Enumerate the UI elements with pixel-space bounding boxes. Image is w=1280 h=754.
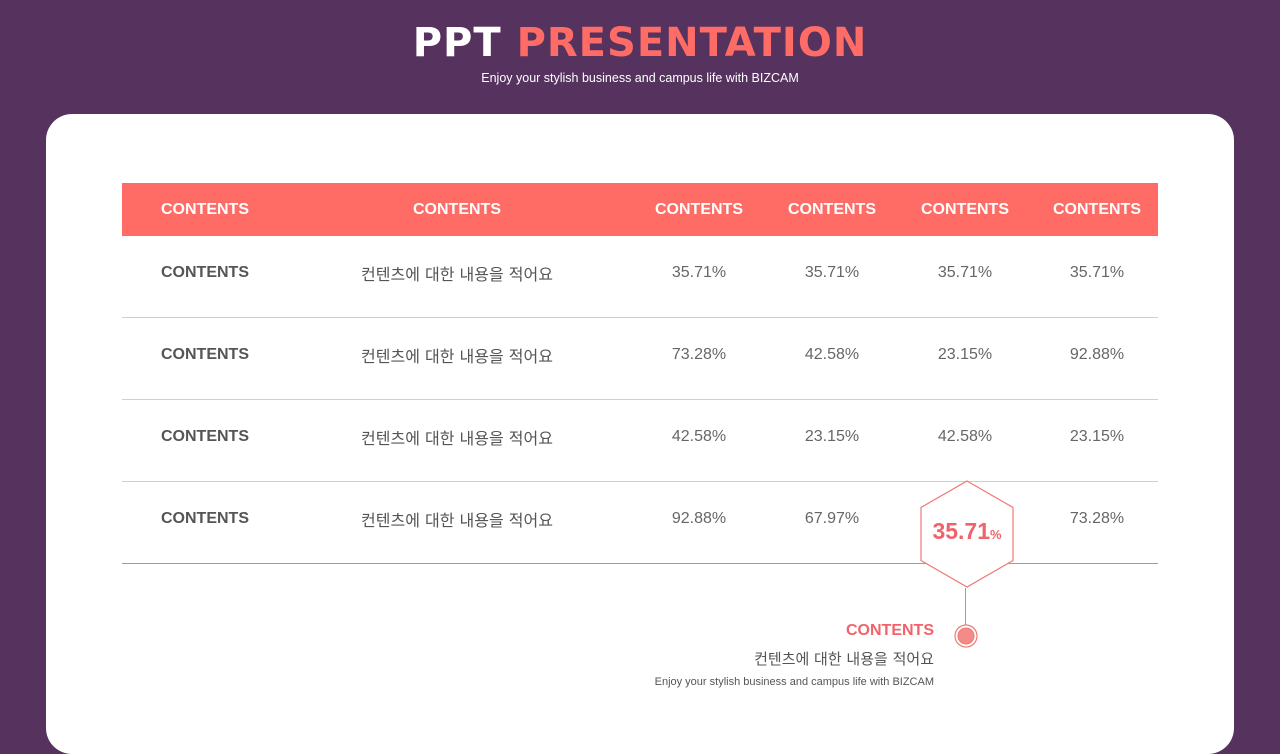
row-label: CONTENTS: [161, 427, 249, 445]
row-value: 42.58%: [671, 427, 727, 445]
row-value: 23.15%: [1069, 427, 1125, 445]
row-value: 42.58%: [937, 427, 993, 445]
row-value: 35.71%: [671, 263, 727, 281]
data-table: CONTENTS CONTENTS CONTENTS CONTENTS CONT…: [122, 183, 1158, 564]
row-value: 35.71%: [804, 263, 860, 281]
content-card: CONTENTS CONTENTS CONTENTS CONTENTS CONT…: [46, 114, 1234, 754]
callout-text: 컨텐츠에 대한 내용을 적어요: [754, 650, 934, 668]
row-value: 73.28%: [1069, 509, 1125, 527]
row-value: 35.71%: [1069, 263, 1125, 281]
column-header: CONTENTS: [921, 200, 1009, 218]
callout-subtext: Enjoy your stylish business and campus l…: [654, 676, 934, 688]
row-value: 67.97%: [804, 509, 860, 527]
row-description: 컨텐츠에 대한 내용을 적어요: [361, 428, 553, 448]
column-header: CONTENTS: [788, 200, 876, 218]
row-value: 23.15%: [804, 427, 860, 445]
row-value: 23.15%: [937, 345, 993, 363]
title-part-2: PRESENTATION: [516, 20, 868, 66]
table-row: CONTENTS 컨텐츠에 대한 내용을 적어요 35.71% 35.71% 3…: [122, 236, 1158, 318]
target-dot-icon: [954, 624, 978, 648]
page-subtitle: Enjoy your stylish business and campus l…: [481, 71, 799, 85]
row-value: 42.58%: [804, 345, 860, 363]
table-row: CONTENTS 컨텐츠에 대한 내용을 적어요 42.58% 23.15% 4…: [122, 400, 1158, 482]
row-description: 컨텐츠에 대한 내용을 적어요: [361, 510, 553, 530]
title-part-1: PPT: [412, 20, 502, 66]
highlight-hexagon: 35.71%: [919, 480, 1015, 588]
row-value: 92.88%: [1069, 345, 1125, 363]
highlight-unit: %: [990, 527, 1002, 542]
connector-line: [965, 588, 966, 626]
highlight-number: 35.71: [932, 518, 990, 544]
callout: CONTENTS 컨텐츠에 대한 내용을 적어요 Enjoy your styl…: [655, 622, 934, 688]
row-description: 컨텐츠에 대한 내용을 적어요: [361, 264, 553, 284]
callout-title: CONTENTS: [846, 622, 934, 639]
row-value: 92.88%: [671, 509, 727, 527]
row-label: CONTENTS: [161, 345, 249, 363]
row-label: CONTENTS: [161, 509, 249, 527]
column-header: CONTENTS: [161, 200, 249, 218]
table-header: CONTENTS CONTENTS CONTENTS CONTENTS CONT…: [122, 183, 1158, 236]
hexagon-shape: [920, 480, 1014, 588]
page-title: PPT PRESENTATION: [0, 20, 1280, 66]
highlight-value: 35.71%: [919, 518, 1015, 545]
row-value: 73.28%: [671, 345, 727, 363]
row-label: CONTENTS: [161, 263, 249, 281]
column-header: CONTENTS: [655, 200, 743, 218]
table-row: CONTENTS 컨텐츠에 대한 내용을 적어요 73.28% 42.58% 2…: [122, 318, 1158, 400]
row-value: 35.71%: [937, 263, 993, 281]
row-description: 컨텐츠에 대한 내용을 적어요: [361, 346, 553, 366]
column-header: CONTENTS: [1053, 200, 1141, 218]
column-header: CONTENTS: [413, 200, 501, 218]
table-row: CONTENTS 컨텐츠에 대한 내용을 적어요 92.88% 67.97% 7…: [122, 482, 1158, 564]
